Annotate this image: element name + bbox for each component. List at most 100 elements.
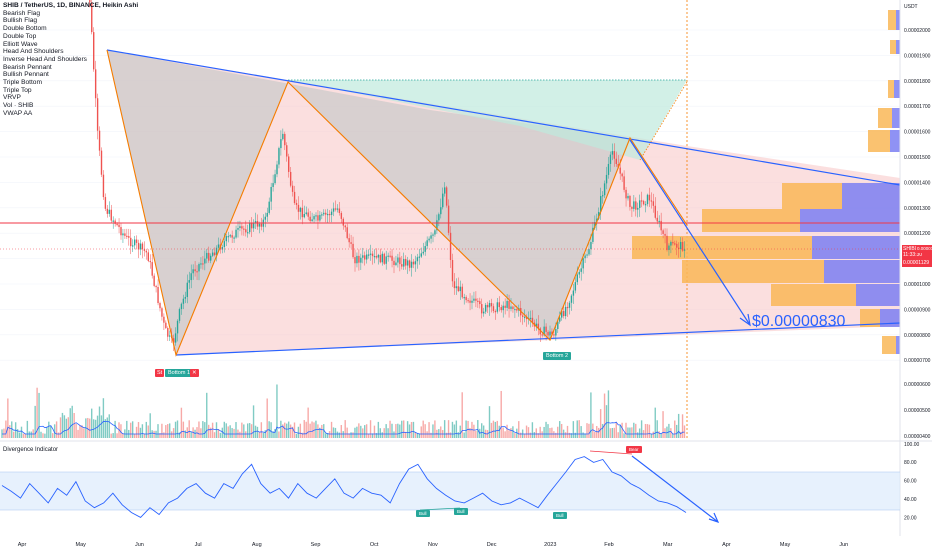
candle	[416, 257, 419, 262]
candle	[373, 256, 376, 258]
volume-bar	[619, 425, 621, 438]
volume-bar	[336, 431, 339, 438]
volume-bar	[650, 433, 653, 438]
candle	[648, 194, 651, 201]
candle	[369, 253, 372, 255]
candle	[461, 286, 463, 298]
volume-bar	[291, 426, 294, 438]
legend-item[interactable]: Elliott Wave	[3, 40, 38, 48]
volume-bar	[424, 424, 426, 438]
volume-bar	[568, 432, 571, 438]
price-tick: 0.00001200	[904, 231, 931, 237]
candle	[479, 301, 481, 305]
volume-bar	[233, 428, 235, 438]
volume-bar	[537, 433, 539, 438]
candle	[541, 334, 543, 336]
time-axis[interactable]: Apr May Jun Jul Aug Sep Oct Nov Dec 2023 Feb Mar Apr…	[18, 542, 849, 548]
volume-bar	[289, 424, 292, 438]
legend-item[interactable]: Double Bottom	[3, 25, 47, 33]
volume-bar	[248, 423, 251, 438]
candle	[328, 213, 331, 216]
indicator-tick: 60.00	[904, 479, 917, 485]
candle	[681, 241, 684, 251]
volume-bar	[53, 424, 56, 438]
candle	[377, 254, 380, 258]
candle	[551, 331, 553, 335]
legend-item[interactable]: VWAP AA	[3, 109, 33, 117]
legend-item[interactable]: Bearish Pennant	[3, 63, 52, 71]
bottom2-label: Bottom 2	[543, 352, 572, 360]
candle	[403, 258, 405, 267]
candle	[126, 235, 128, 238]
volume-bar	[440, 426, 442, 438]
candle	[362, 255, 364, 258]
pattern-zigzag[interactable]	[106, 49, 688, 357]
volume-bar	[369, 420, 372, 438]
candle	[672, 241, 674, 244]
candle	[617, 164, 619, 168]
volume-bar	[55, 421, 58, 438]
volume-bar	[141, 424, 144, 438]
volume-bar	[465, 420, 467, 438]
candle	[596, 218, 598, 222]
lower-trendline[interactable]	[175, 322, 901, 356]
volume-bar	[145, 421, 147, 438]
legend-item[interactable]: Bearish Flag	[3, 9, 41, 17]
candle	[568, 302, 571, 308]
candle	[457, 286, 460, 292]
candle	[180, 303, 183, 310]
legend-item[interactable]: Triple Top	[3, 86, 32, 94]
candle	[504, 305, 506, 308]
volume-bar	[672, 433, 674, 438]
candle	[213, 252, 216, 256]
volume-bar	[498, 425, 500, 438]
candle	[490, 303, 493, 307]
indicator-arrow[interactable]	[631, 455, 719, 523]
legend-item[interactable]: Inverse Head And Shoulders	[3, 55, 87, 63]
legend-item[interactable]: Bullish Pennant	[3, 71, 49, 79]
volume-bar	[264, 430, 266, 438]
volume-bar	[381, 432, 383, 438]
candle	[644, 204, 647, 206]
volume-bar	[541, 431, 543, 438]
upper-trendline[interactable]	[106, 49, 901, 186]
candle	[295, 202, 298, 205]
chart-title[interactable]: SHIB / TetherUS, 1D, BINANCE, Heikin Ash…	[3, 2, 139, 9]
volume-bar	[225, 423, 227, 438]
candle	[674, 243, 676, 245]
candle	[426, 240, 428, 247]
candle	[141, 243, 144, 250]
candle	[321, 214, 323, 216]
candle	[516, 308, 518, 311]
volume-bar	[112, 433, 114, 438]
legend-item[interactable]: Head And Shoulders	[3, 48, 64, 56]
legend-item[interactable]: VRVP	[3, 94, 21, 102]
candle	[260, 223, 263, 227]
volume-bar	[385, 424, 387, 438]
legend-item[interactable]: Triple Bottom	[3, 79, 42, 87]
volume-bar	[202, 421, 204, 438]
time-tick: Jun	[135, 542, 144, 548]
target-arrow[interactable]	[629, 139, 751, 326]
indicator-axis[interactable]: 100.00 80.00 60.00 40.00 20.00	[904, 442, 920, 522]
volume-bar	[163, 432, 165, 438]
candle	[510, 306, 512, 309]
candle	[289, 171, 292, 186]
price-tick: 0.00001300	[904, 206, 931, 212]
volume-bar	[38, 392, 40, 438]
volume-bar	[1, 429, 3, 438]
volume-bar	[297, 426, 300, 438]
candle	[549, 331, 551, 336]
legend-item[interactable]: Vol · SHIB	[3, 102, 34, 110]
price-axis[interactable]: 0.00002000 0.00001900 0.00001800 0.00001700…	[904, 4, 931, 440]
candle	[356, 255, 358, 264]
candle	[200, 263, 202, 265]
volume-bar	[204, 422, 206, 438]
volume-bar	[438, 429, 440, 438]
legend-item[interactable]: Bullish Flag	[3, 17, 38, 25]
legend-item[interactable]: Double Top	[3, 32, 37, 40]
candle	[338, 208, 341, 213]
candle	[422, 251, 424, 254]
volume-bar	[200, 428, 202, 438]
